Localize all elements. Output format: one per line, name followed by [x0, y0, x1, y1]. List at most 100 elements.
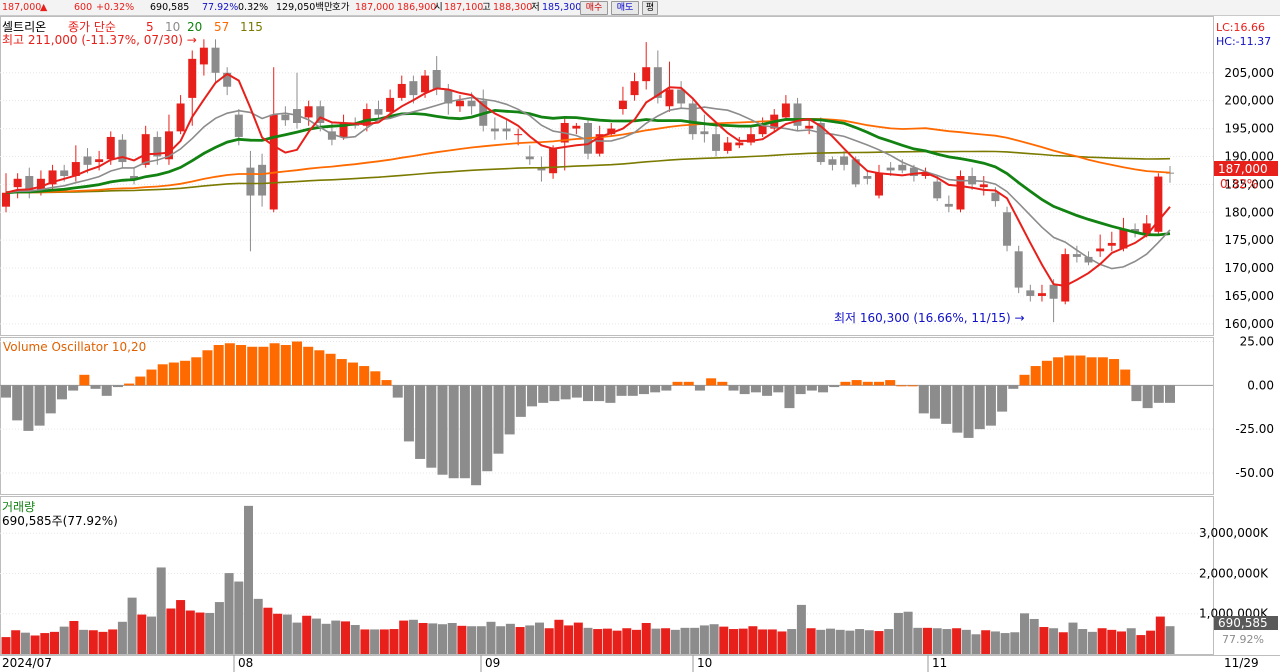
osc-bar — [392, 385, 403, 398]
candle — [1014, 245, 1023, 294]
osc-bar — [493, 385, 504, 454]
candle-body — [234, 114, 243, 137]
volume-bar — [11, 630, 21, 654]
volume-bar — [738, 628, 748, 654]
candle — [979, 176, 988, 196]
candle-body — [339, 123, 348, 137]
osc-bar — [471, 385, 482, 486]
osc-bar — [974, 385, 985, 430]
candle — [1107, 231, 1116, 252]
volume-bar — [79, 629, 89, 654]
volume-bar — [748, 626, 758, 654]
ma-line-57 — [5, 117, 1171, 194]
candle — [1119, 217, 1128, 252]
osc-bar — [840, 381, 851, 386]
price-tick-label: 205,000 — [1224, 66, 1274, 80]
volume-bar — [758, 629, 768, 654]
osc-bar — [773, 385, 784, 393]
candle-body — [781, 103, 790, 118]
candle-body — [816, 123, 825, 163]
osc-bar — [68, 385, 79, 391]
volume-bar — [670, 629, 680, 654]
x-label-end: 11/29 — [1224, 656, 1259, 670]
candle-body — [1026, 290, 1035, 296]
volume-bar — [806, 628, 816, 654]
ma-period-115: 115 — [240, 20, 263, 34]
volume-bar — [214, 602, 224, 654]
osc-bar — [79, 374, 90, 386]
osc-bar — [258, 346, 269, 386]
quote-label: 호가 — [332, 2, 350, 13]
volume-bar — [903, 611, 913, 654]
sell-button[interactable]: 매도 — [611, 1, 639, 15]
volume-bar — [59, 626, 69, 654]
osc-bar — [627, 385, 638, 396]
volume-bar — [263, 607, 273, 654]
volume-ratio-label: 77.92% — [1222, 633, 1264, 646]
candle-body — [490, 128, 499, 132]
low-note: 최저 160,300 (16.66%, 11/15) → — [834, 311, 1025, 325]
candle-body — [630, 81, 639, 96]
candle — [1061, 248, 1070, 305]
pct2-text: 0.32% — [238, 2, 269, 13]
volume-bar — [544, 628, 554, 654]
candle — [1003, 206, 1012, 252]
candle — [386, 89, 395, 115]
candle-body — [735, 142, 744, 146]
up-arrow-icon: ▲ — [40, 2, 48, 13]
osc-bar — [1075, 355, 1086, 386]
osc-bar — [583, 385, 593, 402]
osc-bar — [527, 385, 538, 407]
candle-body — [2, 192, 10, 207]
volume-bar — [932, 628, 942, 654]
price-tick-label: 200,000 — [1224, 94, 1274, 108]
candle-body — [223, 72, 232, 87]
stock-chart[interactable]: 160,000 165,000 170,000 175,000 180,000 185,0… — [0, 16, 1280, 672]
candle-body — [921, 173, 930, 176]
candle-body — [1096, 248, 1105, 252]
candle-body — [688, 103, 697, 135]
candle — [1131, 223, 1140, 238]
volume-bar — [1010, 632, 1020, 654]
osc-bar — [616, 385, 627, 396]
buy-button[interactable]: 매수 — [580, 1, 608, 15]
ma-line-5 — [5, 72, 1171, 287]
volume-bar — [1107, 629, 1117, 654]
third-button[interactable]: 평 — [642, 1, 658, 15]
candle — [1154, 173, 1163, 235]
price-panel-frame — [0, 16, 1214, 336]
volume-bar — [117, 621, 127, 654]
osc-bar — [191, 357, 202, 386]
volume-bar — [942, 629, 952, 654]
volume-bar — [622, 628, 632, 654]
candle — [642, 42, 651, 90]
osc-bar — [818, 385, 829, 393]
osc-bar — [862, 381, 873, 386]
candle-body — [374, 109, 383, 115]
candle-body — [258, 164, 267, 196]
volume-bar — [990, 631, 1000, 654]
price-text: 187,000 — [2, 2, 42, 13]
candle-body — [595, 134, 604, 154]
volume-bar — [1000, 633, 1010, 654]
candle-body — [199, 47, 208, 65]
candle-body — [421, 75, 430, 93]
ma-line-10 — [5, 96, 1171, 270]
price-tick-label: 190,000 — [1224, 149, 1274, 163]
volume-bar — [535, 622, 544, 654]
candle — [409, 75, 418, 104]
candle-body — [60, 170, 69, 176]
osc-bar — [784, 385, 795, 409]
candle — [1037, 284, 1046, 302]
candle-body — [362, 109, 371, 126]
candle-body — [840, 156, 849, 165]
candle — [525, 145, 534, 165]
candle-body — [455, 100, 464, 107]
osc-bar — [851, 380, 862, 386]
osc-bar — [403, 385, 414, 442]
volume-bar — [1029, 618, 1039, 654]
osc-bar — [717, 381, 728, 386]
volume-bar — [1136, 635, 1146, 654]
osc-bar — [829, 385, 840, 388]
candle-body — [1142, 223, 1151, 235]
